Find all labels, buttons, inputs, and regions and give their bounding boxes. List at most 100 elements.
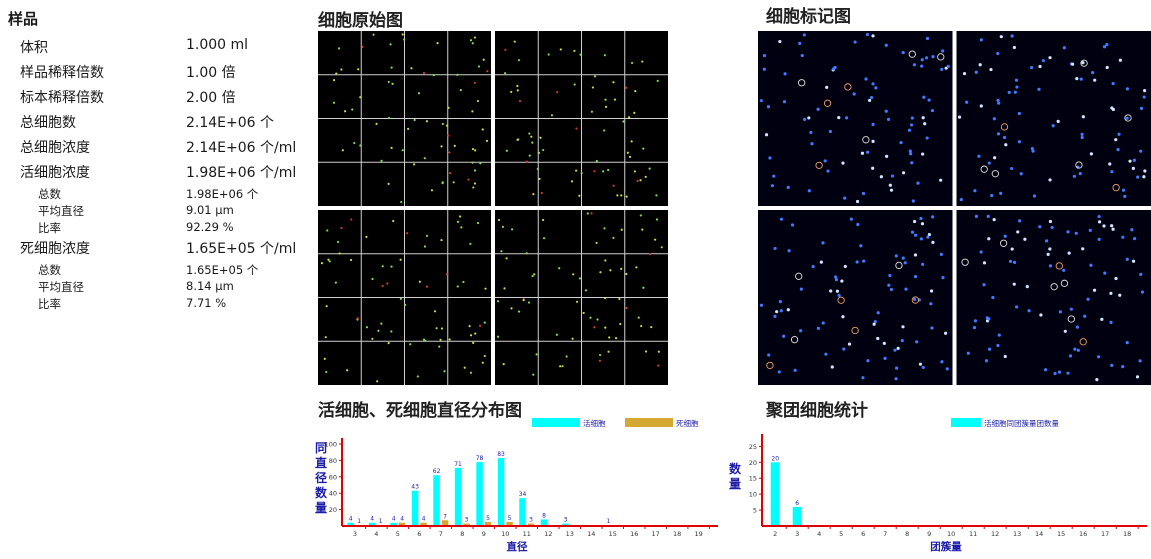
cell-marker (1070, 62, 1075, 66)
bar-series1 (390, 522, 397, 526)
cell-marker (1131, 166, 1135, 170)
live-cell (542, 237, 546, 240)
data-label: 62 (433, 468, 441, 475)
cell-marker (889, 188, 894, 192)
cell-marker (871, 34, 875, 38)
sample-title: 样品 (8, 10, 39, 28)
live-cell (604, 98, 607, 101)
live-cell (371, 337, 374, 340)
cell-marker (910, 161, 914, 165)
cell-marker (1075, 325, 1079, 329)
cell-marker (910, 116, 914, 120)
x-tick-label: 10 (501, 530, 509, 538)
bar-series1 (476, 462, 483, 526)
y-axis-label-char: 数 (315, 485, 328, 500)
x-tick-label: 4 (374, 530, 378, 538)
live-cell (337, 47, 341, 50)
cell-marker (853, 40, 857, 44)
live-cell (359, 96, 362, 99)
live-cell (599, 271, 602, 274)
live-cell (472, 341, 475, 344)
cell-marker (872, 322, 876, 326)
live-cell (655, 194, 658, 197)
cell-marker (915, 340, 919, 344)
marked-cell-image[interactable] (758, 31, 1151, 385)
x-tick-label: 5 (839, 530, 843, 538)
live-cell (604, 259, 607, 262)
live-cell (656, 79, 659, 82)
cell-marker (1130, 228, 1134, 232)
live-cell (463, 366, 466, 369)
cell-marker (1139, 106, 1144, 110)
cell-marker (1058, 310, 1062, 314)
cell-marker (1118, 58, 1122, 62)
cell-marker (1097, 355, 1101, 359)
cell-marker (1125, 257, 1129, 261)
live-cell (410, 67, 413, 70)
data-label: 6 (795, 500, 799, 507)
dead-cell (556, 91, 559, 94)
live-cell (633, 111, 636, 115)
live-cell (477, 65, 481, 68)
cluster-marker (815, 161, 823, 170)
live-cell (542, 218, 545, 222)
data-label: 3 (465, 517, 469, 524)
cell-marker (837, 293, 841, 297)
cluster-marker (1112, 183, 1120, 192)
legend-swatch-1 (625, 418, 673, 427)
bar-series1 (519, 498, 526, 526)
row-value: 1.65E+05 个/ml (186, 241, 297, 257)
cell-marker (901, 256, 905, 260)
live-cell (377, 329, 380, 332)
cell-marker (1108, 162, 1112, 166)
cell-marker (809, 130, 813, 135)
live-cell (531, 274, 534, 278)
cell-marker (1140, 290, 1145, 294)
live-cell (530, 135, 533, 138)
live-cell (441, 122, 444, 126)
live-cell (447, 106, 450, 109)
live-cell (528, 132, 531, 135)
cell-marker (1010, 34, 1014, 38)
cluster-chart-title: 聚团细胞统计 (766, 401, 868, 421)
raw-cell-image[interactable] (318, 31, 668, 385)
cell-marker (1109, 320, 1113, 324)
live-cell (390, 66, 393, 69)
cell-marker (893, 348, 897, 352)
sub-value: 92.29 % (186, 220, 234, 234)
live-cell (655, 218, 659, 221)
live-cell (547, 53, 550, 56)
cell-marker (861, 191, 866, 196)
cell-marker (1111, 227, 1115, 231)
live-cell (517, 310, 521, 313)
live-cell (392, 219, 395, 223)
cell-marker (1133, 237, 1137, 241)
y-axis-label-char: 直 (315, 455, 327, 470)
cell-marker (903, 261, 907, 265)
image-tile (758, 210, 953, 385)
live-cell (640, 324, 643, 328)
bar-series1 (497, 457, 505, 526)
live-cell (376, 380, 379, 383)
cell-marker (992, 117, 996, 121)
cell-marker (909, 123, 914, 127)
live-cell (573, 83, 576, 86)
cell-marker (1003, 234, 1007, 238)
cluster-marker (895, 261, 903, 270)
raw-image-title: 细胞原始图 (318, 11, 403, 31)
cell-marker (885, 154, 889, 158)
row-label: 总细胞数 (20, 115, 76, 131)
sub-value: 7.71 % (186, 296, 227, 310)
live-cell (537, 151, 540, 154)
y-tick-label: 100 (325, 441, 337, 449)
cell-marker (922, 95, 926, 99)
dead-cell (612, 184, 615, 187)
cell-marker (1048, 264, 1053, 268)
live-cell (642, 147, 645, 150)
x-axis-label: 团簇量 (930, 540, 962, 553)
live-cell (532, 373, 535, 376)
sub-label: 比率 (38, 297, 61, 311)
live-cell (532, 192, 535, 196)
live-cell (637, 316, 640, 319)
